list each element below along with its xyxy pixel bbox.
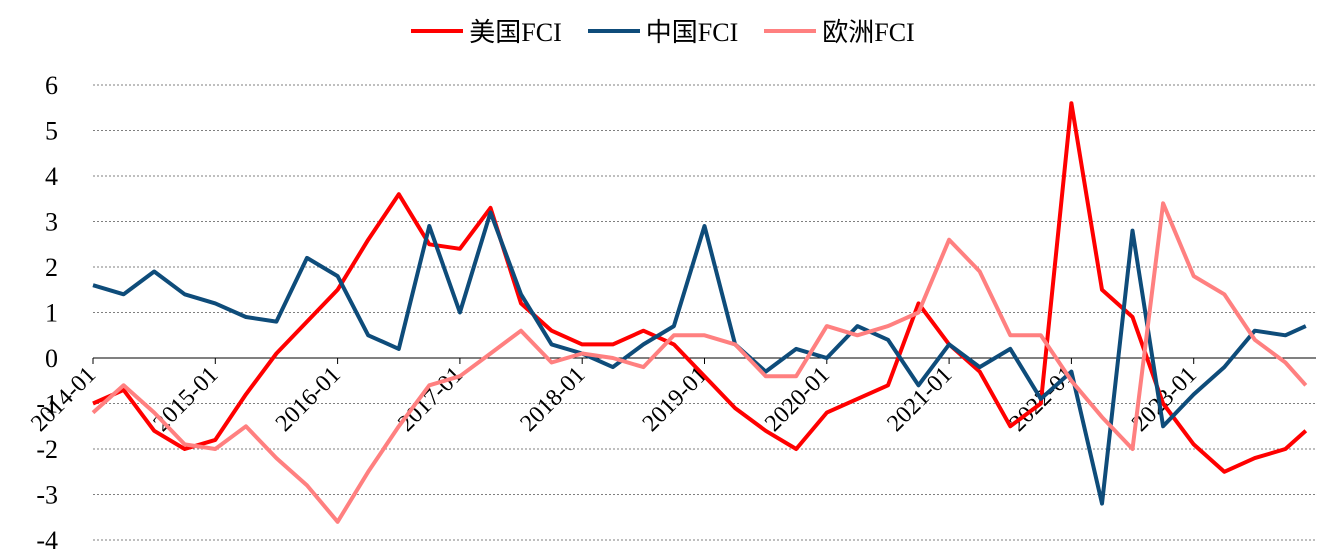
legend-item-us: 美国FCI bbox=[411, 12, 562, 49]
y-tick-label: 1 bbox=[45, 299, 58, 328]
legend-item-europe: 欧洲FCI bbox=[764, 12, 915, 49]
y-tick-label: -1 bbox=[36, 390, 58, 419]
x-tick-label: 2017-01 bbox=[393, 362, 468, 437]
y-tick-label: 6 bbox=[45, 71, 58, 100]
y-tick-label: -2 bbox=[36, 435, 58, 464]
legend-swatch-china bbox=[587, 28, 640, 33]
y-tick-label: 0 bbox=[45, 344, 58, 373]
y-tick-label: -3 bbox=[36, 481, 58, 510]
x-tick-label: 2018-01 bbox=[515, 362, 590, 437]
series-line-1 bbox=[92, 210, 1307, 506]
series-line-0 bbox=[92, 101, 1308, 474]
y-tick-label: -4 bbox=[36, 526, 58, 555]
chart-legend: 美国FCI 中国FCI 欧洲FCI bbox=[0, 12, 1326, 49]
legend-label-us: 美国FCI bbox=[469, 18, 562, 47]
x-tick-label: 2016-01 bbox=[271, 362, 346, 437]
y-tick-label: 3 bbox=[45, 208, 58, 237]
series-line-2 bbox=[91, 201, 1308, 524]
legend-label-china: 中国FCI bbox=[645, 18, 739, 47]
legend-swatch-us bbox=[411, 28, 464, 33]
legend-swatch-europe bbox=[764, 28, 817, 33]
x-tick-label: 2015-01 bbox=[149, 362, 224, 437]
legend-item-china: 中国FCI bbox=[587, 12, 739, 49]
y-tick-label: 5 bbox=[45, 117, 58, 146]
y-tick-label: 4 bbox=[45, 162, 58, 191]
y-tick-label: 2 bbox=[45, 253, 58, 282]
legend-label-europe: 欧洲FCI bbox=[822, 18, 915, 47]
